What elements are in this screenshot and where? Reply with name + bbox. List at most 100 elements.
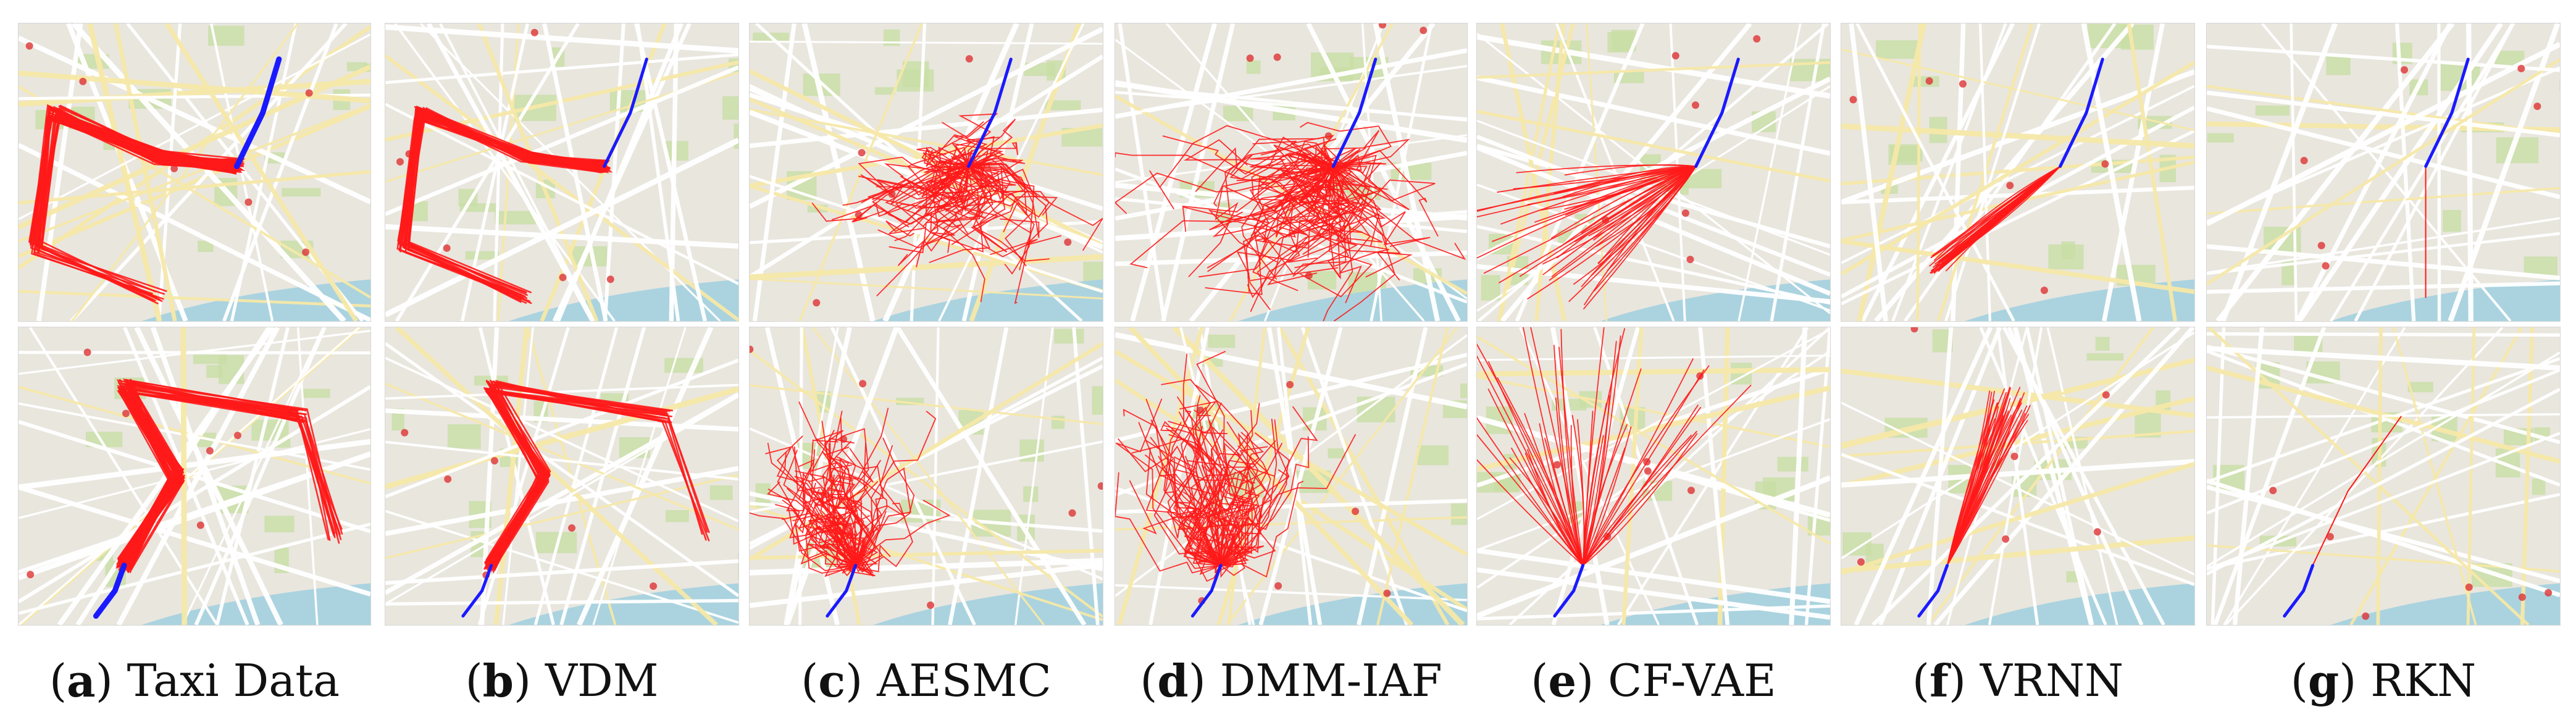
trajectory-bundle [1477,164,1697,309]
predicted-trajectory [1930,166,2061,258]
predicted-trajectory [1477,459,1584,566]
predicted-trajectory [1306,161,1387,195]
predicted-trajectory [1183,406,1262,566]
predicted-trajectory [1198,459,1255,566]
observed-trajectory [1694,57,1740,168]
predicted-trajectory [1530,327,1584,566]
map-thumbnail [1841,23,2194,321]
predicted-trajectory [41,106,243,292]
map-thumbnail [750,327,1103,625]
predicted-trajectory [808,515,870,566]
predicted-trajectory [767,481,856,568]
predicted-trajectory [861,166,969,203]
map-thumbnail [1841,327,2194,625]
trajectory-bundle [811,113,1103,304]
predicted-trajectory [895,166,969,253]
predicted-trajectory [1477,343,1584,566]
predicted-trajectory [1249,138,1337,224]
trajectory-bundle [1946,387,2031,566]
predicted-trajectory [1188,166,1334,277]
observed-trajectory [2059,57,2104,168]
predicted-trajectory [855,437,915,566]
predicted-trajectory [1298,166,1395,321]
panel-vdm-bottom [385,327,738,625]
panel-taxi-data-bottom [19,327,370,625]
predicted-trajectory [1213,440,1276,566]
predicted-trajectory [1220,432,1290,566]
predicted-trajectory [1195,385,1260,566]
predicted-trajectory [1946,399,1995,566]
predicted-trajectory [117,391,336,568]
predicted-trajectory [1314,166,1371,303]
caption-c: (c) AESMC [801,654,1052,707]
panel-vrnn-bottom [1841,327,2194,625]
predicted-trajectory [1220,446,1273,578]
predicted-trajectory [1150,419,1221,566]
predicted-trajectory [1553,345,1584,566]
predicted-trajectory [804,488,872,572]
predicted-trajectory [1477,166,1697,218]
caption-e: (e) CF-VAE [1531,654,1776,707]
predicted-trajectory [1220,444,1244,566]
predicted-trajectory [830,464,888,566]
predicted-trajectory [871,153,974,228]
predicted-trajectory [968,166,1048,270]
predicted-trajectory [776,446,856,577]
predicted-trajectory [1206,152,1334,269]
predicted-trajectory [1332,166,1386,241]
predicted-trajectory [1582,369,1705,566]
predicted-trajectory [2312,416,2402,566]
observed-trajectory [603,57,648,168]
caption-d: (d) DMM-IAF [1140,654,1442,707]
observed-trajectory [233,56,282,169]
predicted-trajectory [398,114,605,304]
map-thumbnail [1477,23,1830,321]
observed-trajectory [1190,564,1223,618]
predicted-trajectory [836,456,884,566]
predicted-trajectory [1184,139,1334,175]
predicted-trajectory [1511,447,1584,566]
predicted-trajectory [1542,166,1697,265]
panel-rkn-bottom [2207,327,2560,625]
caption-letter: g [2307,654,2340,707]
predicted-trajectory [885,166,969,237]
map-thumbnail [2207,23,2560,321]
map-thumbnail [1477,327,1830,625]
predicted-trajectory [1582,368,1642,566]
predicted-trajectory [1946,410,2009,566]
predicted-trajectory [1930,166,2061,274]
predicted-trajectory [1220,418,1278,566]
predicted-trajectory [1185,514,1232,569]
caption-b: (b) VDM [465,654,659,707]
predicted-trajectory [1294,162,1382,269]
predicted-trajectory [1582,335,1621,566]
observed-trajectory [93,563,127,619]
panel-cf-vae-top [1477,23,1830,321]
predicted-trajectory [1564,164,1697,176]
predicted-trajectory [1499,166,1697,283]
predicted-trajectory [1236,145,1334,201]
predicted-trajectory [1145,455,1221,566]
predicted-trajectory [1214,421,1259,574]
predicted-trajectory [855,445,905,566]
predicted-trajectory [1946,414,2012,566]
predicted-trajectory [1245,166,1334,293]
predicted-trajectory [1153,425,1221,566]
caption-label: VRNN [1980,655,2124,706]
predicted-trajectory [401,109,609,242]
predicted-trajectory [1492,166,1697,242]
predicted-trajectory [824,474,869,577]
predicted-trajectory [855,500,951,566]
predicted-trajectory [782,500,856,566]
predicted-trajectory [816,430,869,566]
predicted-trajectory [945,166,1003,235]
caption-label: CF-VAE [1608,655,1776,706]
predicted-trajectory [1487,388,1584,566]
map-thumbnail [19,23,370,321]
predicted-trajectory [1297,158,1380,247]
predicted-trajectory [1220,434,1356,568]
predicted-trajectory [1946,404,2031,566]
predicted-trajectory [1194,477,1256,566]
caption-f: (f) VRNN [1912,654,2124,707]
predicted-trajectory [795,482,856,566]
